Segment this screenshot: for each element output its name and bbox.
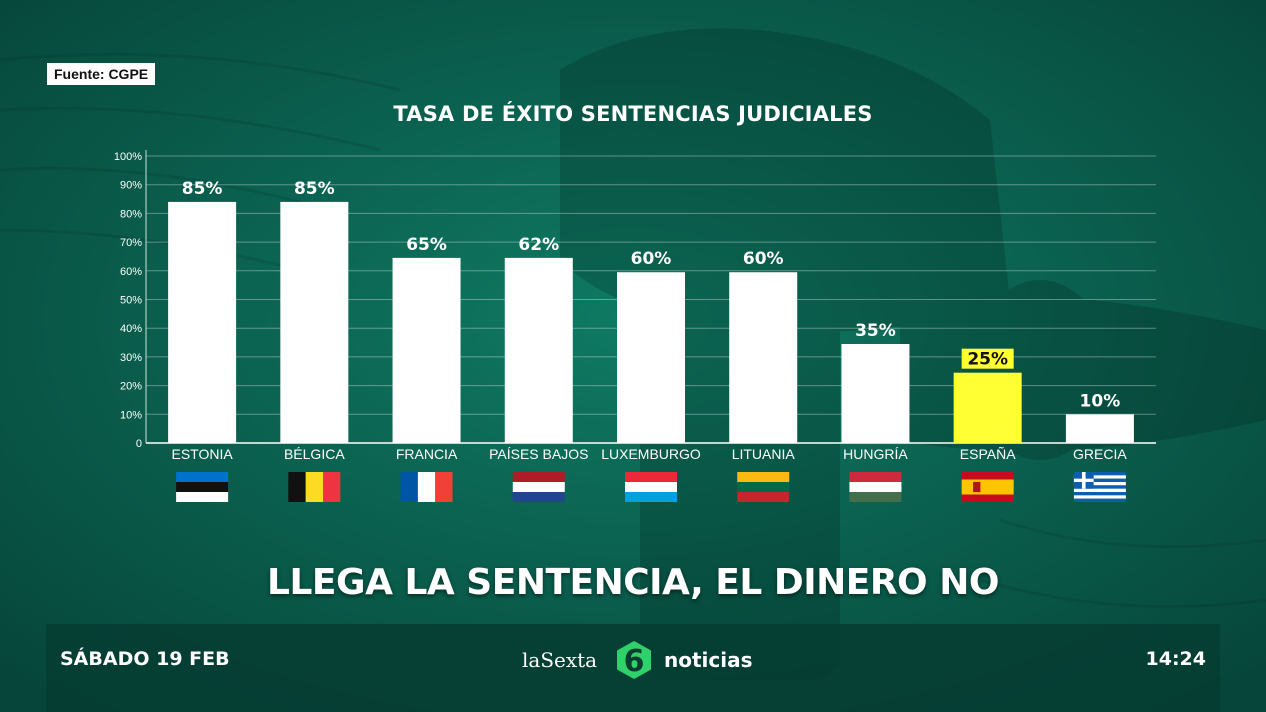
y-tick-label: 50% (120, 295, 142, 307)
data-label: 62% (518, 235, 559, 255)
category-label: ESPAÑA (960, 446, 1016, 462)
brand-sub: noticias (664, 648, 753, 672)
y-tick-label: 0 (136, 438, 142, 450)
category-label: BÉLGICA (284, 446, 345, 462)
category-label: LUXEMBURGO (601, 446, 701, 462)
ticker-time: 14:24 (1145, 648, 1206, 670)
category-label: GRECIA (1073, 446, 1127, 462)
data-label: 65% (406, 235, 447, 255)
y-tick-label: 100% (114, 151, 142, 163)
bar-españa (953, 372, 1022, 443)
bar-francia (392, 257, 461, 443)
bar-estonia (168, 201, 237, 443)
chart-title: TASA DE ÉXITO SENTENCIAS JUDICIALES (393, 101, 872, 126)
flags (176, 472, 1126, 502)
belgium-flag (288, 472, 341, 502)
data-label: 60% (631, 249, 672, 269)
bar-luxemburgo (617, 272, 685, 443)
netherlands-flag (512, 472, 565, 502)
data-label: 10% (1080, 391, 1121, 411)
ticker-date: SÁBADO 19 FEB (60, 648, 230, 670)
category-label: HUNGRÍA (843, 446, 908, 462)
y-tick-label: 70% (120, 237, 142, 249)
data-label: 25% (967, 350, 1008, 370)
spain-flag (961, 472, 1014, 502)
y-tick-label: 30% (120, 352, 142, 364)
bar-hungría (841, 343, 910, 443)
y-tick-label: 10% (120, 409, 142, 421)
hungary-flag (849, 472, 902, 502)
bars (168, 201, 1134, 443)
six-logo-icon: 6 (617, 641, 651, 679)
bar-lituania (729, 272, 798, 443)
bar-países-bajos (504, 257, 573, 443)
category-label: LITUANIA (732, 446, 796, 462)
data-label: 35% (855, 321, 896, 341)
bar-bélgica (280, 201, 349, 443)
brand-name: laSexta (522, 648, 598, 672)
y-tick-label: 20% (120, 381, 142, 393)
bar-grecia (1065, 414, 1134, 443)
highlight-label-box (961, 348, 1014, 369)
y-tick-label: 80% (120, 208, 142, 220)
source-label: Fuente: CGPE (47, 63, 156, 85)
y-tick-label: 60% (120, 266, 142, 278)
category-label: PAÍSES BAJOS (489, 446, 588, 462)
brand-number: 6 (624, 644, 645, 679)
data-label: 85% (182, 179, 223, 199)
france-flag (400, 472, 453, 502)
category-label: ESTONIA (172, 446, 234, 462)
channel-logo: laSexta 6 noticias (522, 640, 782, 680)
data-label: 60% (743, 249, 784, 269)
y-tick-label: 90% (120, 180, 142, 192)
luxembourg-flag (625, 472, 677, 502)
y-tick-label: 40% (120, 323, 142, 335)
category-labels: ESTONIA BÉLGICA FRANCIA PAÍSES BAJOS LUXEMBU… (172, 446, 1128, 462)
estonia-flag (176, 472, 229, 502)
category-label: FRANCIA (396, 446, 458, 462)
data-label: 85% (294, 179, 335, 199)
greece-flag (1073, 472, 1126, 502)
lithuania-flag (737, 472, 790, 502)
headline: LLEGA LA SENTENCIA, EL DINERO NO (267, 562, 999, 603)
news-ticker: SÁBADO 19 FEB laSexta 6 noticias 14:24 (46, 624, 1220, 712)
data-labels: 85% 85% 65% 62% 60% 60% 35% 25% 10% (182, 179, 1120, 411)
